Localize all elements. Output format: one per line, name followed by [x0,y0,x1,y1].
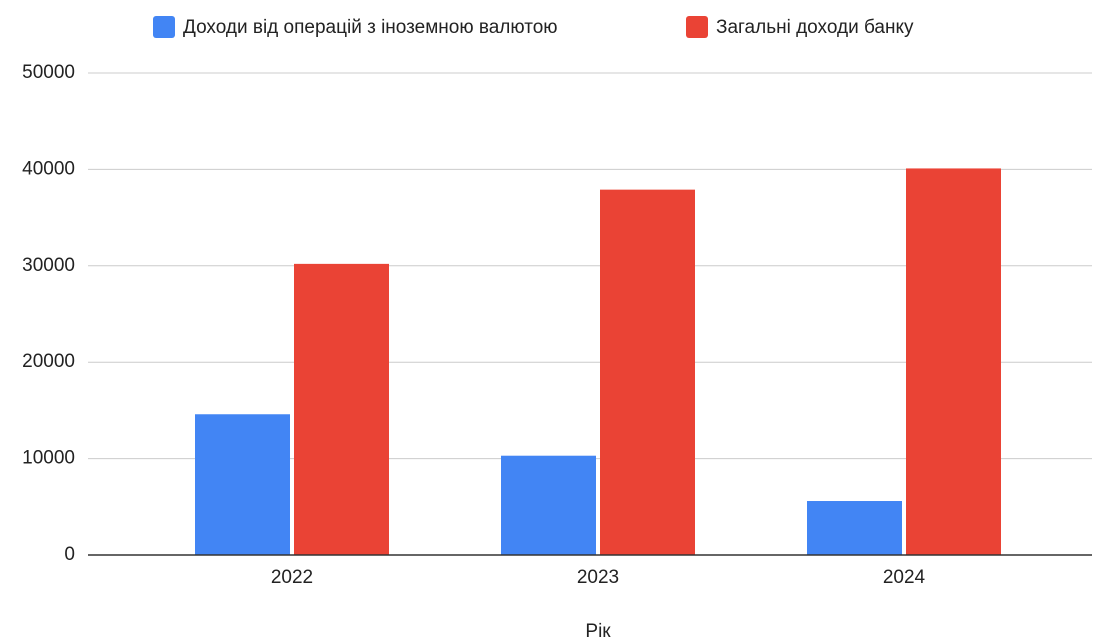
legend-label: Доходи від операцій з іноземною валютою [183,17,558,38]
legend-swatch [153,16,175,38]
x-axis-label: Рік [585,621,611,641]
y-tick-label: 20000 [22,351,75,372]
bar [195,414,290,555]
bar [807,501,902,555]
legend-label: Загальні доходи банку [716,17,914,38]
y-tick-label: 10000 [22,448,75,469]
bar [294,263,389,555]
y-tick-label: 40000 [22,158,75,179]
y-tick-label: 30000 [22,255,75,276]
bar [906,168,1001,555]
bar [501,455,596,555]
x-tick-label: 2024 [883,567,926,588]
y-tick-label: 0 [64,544,75,565]
x-tick-label: 2022 [271,567,313,588]
bar [600,189,695,556]
y-tick-label: 50000 [22,62,75,83]
x-tick-label: 2023 [577,567,619,588]
legend-swatch [686,16,708,38]
